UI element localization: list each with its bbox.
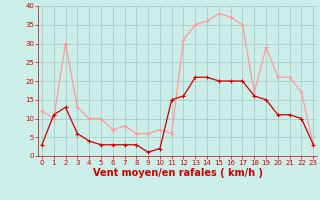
X-axis label: Vent moyen/en rafales ( km/h ): Vent moyen/en rafales ( km/h ) — [92, 168, 263, 178]
